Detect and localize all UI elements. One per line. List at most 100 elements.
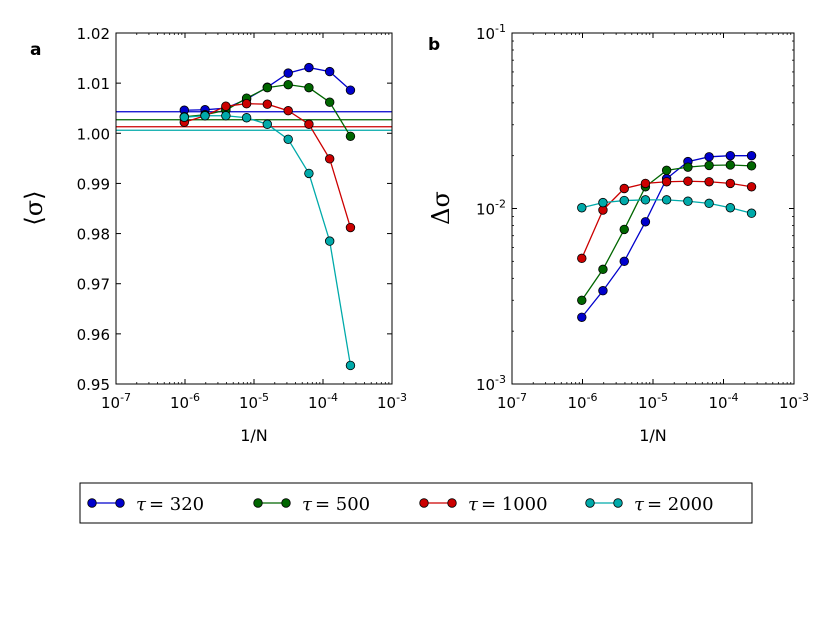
series-1-point-2 bbox=[619, 224, 629, 235]
x-tick-label-exp: -7 bbox=[516, 391, 527, 404]
y-tick-label: 10-1 bbox=[476, 22, 506, 43]
legend-marker bbox=[281, 498, 291, 508]
series-line-2 bbox=[581, 180, 752, 259]
series-3-point-0 bbox=[179, 112, 190, 122]
y-tick-label-exp: -1 bbox=[495, 22, 506, 35]
legend-marker bbox=[115, 498, 125, 508]
series-3-point-8 bbox=[345, 360, 356, 371]
y-tick-label-base: 10 bbox=[476, 376, 495, 394]
series-2-point-5 bbox=[283, 106, 293, 116]
y-axis-label-b: Δσ bbox=[427, 191, 455, 225]
legend-frame bbox=[79, 482, 753, 524]
series-0-point-1 bbox=[598, 286, 608, 296]
series-2-point-2 bbox=[619, 183, 629, 194]
plot-b-data bbox=[577, 150, 757, 322]
y-tick-label: 1.02 bbox=[77, 25, 110, 43]
series-1-point-1 bbox=[598, 264, 608, 275]
series-2-point-3 bbox=[640, 178, 651, 189]
series-2-point-3 bbox=[241, 99, 252, 109]
series-2-point-2 bbox=[221, 101, 231, 111]
x-tick-label-base: 10 bbox=[708, 394, 727, 412]
y-tick-label: 0.97 bbox=[77, 276, 110, 294]
series-2-point-8 bbox=[345, 222, 356, 233]
y-tick-label: 0.99 bbox=[77, 175, 110, 193]
x-tick-label: 10-6 bbox=[567, 391, 597, 412]
panel-label-a: a bbox=[30, 40, 41, 60]
x-ticks-b: 10-7 10-6 10-5 10-4 10-3 bbox=[497, 33, 809, 412]
series-3-point-1 bbox=[200, 111, 210, 121]
x-tick-label-base: 10 bbox=[497, 394, 516, 412]
x-tick-label-base: 10 bbox=[308, 394, 327, 412]
series-2-point-4 bbox=[661, 177, 672, 187]
x-tick-label: 10-5 bbox=[239, 391, 269, 412]
x-axis-label-a: 1/N bbox=[240, 426, 268, 445]
y-ticks-b: 10-310-210-1 bbox=[476, 22, 794, 394]
x-tick-label-exp: -4 bbox=[327, 391, 338, 404]
series-1-point-8 bbox=[746, 161, 757, 171]
series-1-point-6 bbox=[304, 82, 314, 93]
series-3-point-4 bbox=[262, 119, 273, 129]
x-tick-label-base: 10 bbox=[377, 394, 396, 412]
series-2-point-8 bbox=[746, 182, 757, 192]
x-tick-label: 10-7 bbox=[497, 391, 527, 412]
legend-marker bbox=[253, 498, 263, 508]
x-tick-label-base: 10 bbox=[638, 394, 657, 412]
series-0-point-6 bbox=[304, 62, 314, 73]
series-2-point-0 bbox=[577, 253, 587, 264]
series-0-point-0 bbox=[577, 312, 587, 322]
x-tick-label: 10-4 bbox=[308, 391, 338, 412]
x-axis-label-b: 1/N bbox=[639, 426, 667, 445]
x-tick-label-exp: -3 bbox=[798, 391, 809, 404]
series-2-point-7 bbox=[725, 178, 736, 189]
series-3-point-6 bbox=[304, 168, 314, 179]
y-tick-label: 0.98 bbox=[77, 226, 110, 244]
x-tick-label: 10-4 bbox=[708, 391, 738, 412]
x-tick-label-exp: -6 bbox=[587, 391, 598, 404]
legend-marker bbox=[447, 498, 457, 508]
series-3-point-2 bbox=[619, 195, 629, 206]
x-tick-label-base: 10 bbox=[779, 394, 798, 412]
series-3-point-4 bbox=[661, 195, 672, 205]
legend: τ = 320 τ = 500 τ = 1000 τ = 2000 bbox=[79, 482, 753, 524]
series-2-point-6 bbox=[304, 119, 314, 129]
x-tick-label-exp: -5 bbox=[258, 391, 269, 404]
x-tick-label: 10-6 bbox=[170, 391, 200, 412]
y-tick-label: 1.00 bbox=[77, 125, 110, 143]
y-tick-label: 10-2 bbox=[476, 198, 506, 219]
legend-value: = 2000 bbox=[647, 494, 714, 515]
series-1-point-6 bbox=[704, 160, 714, 171]
x-tick-label: 10-5 bbox=[638, 391, 668, 412]
legend-entry-1: τ = 500 bbox=[253, 494, 370, 515]
x-tick-label: 10-3 bbox=[779, 391, 809, 412]
legend-label-1: τ = 500 bbox=[302, 494, 370, 515]
series-3-point-6 bbox=[704, 198, 714, 209]
y-tick-label-exp: -3 bbox=[495, 373, 506, 386]
series-3-point-7 bbox=[324, 236, 335, 246]
y-tick-label-exp: -2 bbox=[495, 198, 506, 211]
x-tick-label-exp: -3 bbox=[396, 391, 407, 404]
series-0-point-8 bbox=[746, 150, 757, 161]
legend-entry-3: τ = 2000 bbox=[585, 494, 714, 515]
x-tick-label: 10-7 bbox=[101, 391, 131, 412]
x-tick-label-exp: -5 bbox=[657, 391, 668, 404]
legend-symbol: τ bbox=[136, 494, 147, 515]
legend-entry-2: τ = 1000 bbox=[419, 494, 548, 515]
y-tick-label: 0.96 bbox=[77, 326, 110, 344]
series-3-point-1 bbox=[598, 197, 608, 208]
series-1-point-7 bbox=[324, 97, 335, 107]
series-1-point-8 bbox=[345, 131, 356, 141]
series-3-point-2 bbox=[221, 111, 231, 121]
series-1-point-4 bbox=[661, 165, 672, 176]
panel-b: b 10-7 10-6 10-5 10-4 10-3 10-310-210-1 1/N … bbox=[427, 22, 809, 445]
x-tick-label-base: 10 bbox=[170, 394, 189, 412]
legend-entries: τ = 320 τ = 500 τ = 1000 τ = 2000 bbox=[87, 494, 714, 515]
y-ticks-a: 0.95 0.96 0.97 0.98 0.99 1.00 1.01 1.02 bbox=[77, 25, 392, 394]
series-0-point-2 bbox=[619, 256, 629, 267]
series-3-point-3 bbox=[241, 113, 252, 123]
series-3-point-7 bbox=[725, 203, 736, 213]
y-tick-label-base: 10 bbox=[476, 25, 495, 43]
series-1-point-0 bbox=[577, 295, 587, 305]
x-tick-label-exp: -6 bbox=[189, 391, 200, 404]
series-3-point-0 bbox=[577, 203, 587, 213]
